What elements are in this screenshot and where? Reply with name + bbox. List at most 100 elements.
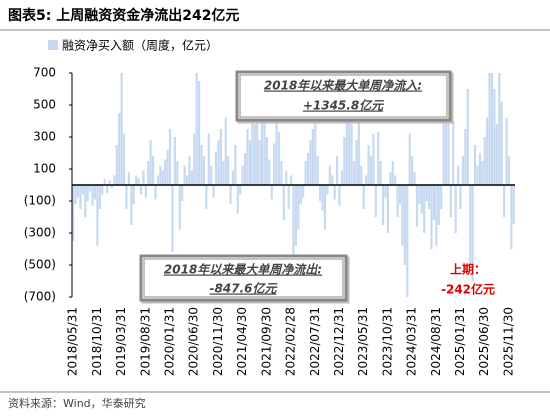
bar bbox=[161, 170, 164, 185]
x-tick-label: 2025/06/30 bbox=[477, 307, 491, 376]
bar bbox=[103, 178, 106, 185]
bar bbox=[403, 185, 406, 265]
bar bbox=[512, 185, 515, 224]
x-tick-label: 2023/10/31 bbox=[380, 307, 394, 376]
bar bbox=[427, 185, 431, 209]
bar bbox=[401, 185, 404, 246]
bar bbox=[159, 165, 162, 185]
bar bbox=[365, 175, 368, 185]
annotation-box-inner bbox=[239, 74, 448, 118]
bar bbox=[243, 153, 247, 185]
bar bbox=[360, 165, 363, 185]
bar bbox=[93, 185, 97, 200]
bar bbox=[483, 137, 486, 185]
bar bbox=[152, 156, 155, 185]
bar bbox=[328, 165, 331, 185]
bar bbox=[98, 185, 101, 209]
bar bbox=[265, 137, 268, 185]
bar bbox=[471, 185, 474, 281]
bar bbox=[331, 175, 334, 185]
bar bbox=[234, 145, 237, 185]
bar bbox=[444, 73, 448, 185]
x-tick-label: 2024/08/31 bbox=[429, 307, 443, 376]
bar bbox=[181, 185, 184, 201]
bar bbox=[408, 133, 411, 185]
x-tick-label: 2025/01/31 bbox=[453, 307, 467, 376]
x-tick-label: 2019/08/31 bbox=[138, 307, 152, 376]
bar bbox=[113, 175, 116, 185]
legend-label: 融资净买入额（周度，亿元） bbox=[62, 38, 218, 53]
bar bbox=[369, 156, 373, 185]
bar bbox=[168, 129, 172, 185]
bar bbox=[294, 185, 298, 246]
source: 资料来源：Wind，华泰研究 bbox=[8, 396, 146, 410]
bar bbox=[96, 185, 99, 246]
bar bbox=[340, 170, 344, 185]
bar bbox=[486, 117, 489, 185]
bar bbox=[91, 185, 94, 206]
bar bbox=[466, 89, 469, 185]
x-tick-label: 2024/03/31 bbox=[405, 307, 419, 376]
bar bbox=[147, 161, 150, 185]
bar bbox=[493, 89, 496, 185]
bar bbox=[239, 185, 242, 195]
annotation: 2018年以来最大单周净流出: bbox=[164, 263, 322, 277]
bar bbox=[222, 161, 225, 185]
bar bbox=[469, 185, 472, 265]
bar bbox=[343, 137, 346, 185]
bar bbox=[406, 185, 409, 297]
y-tick-label: (500) bbox=[24, 258, 56, 272]
bar bbox=[84, 185, 87, 217]
bar bbox=[423, 185, 426, 233]
bar bbox=[442, 73, 445, 186]
bar bbox=[457, 165, 460, 185]
bar bbox=[384, 185, 387, 198]
bar bbox=[72, 185, 75, 241]
bar bbox=[106, 185, 109, 193]
bar bbox=[437, 185, 440, 225]
bar bbox=[277, 132, 281, 185]
bar bbox=[498, 73, 501, 185]
bar bbox=[394, 175, 397, 185]
x-tick-label: 2018/05/31 bbox=[66, 307, 80, 376]
y-tick-label: (100) bbox=[24, 194, 56, 208]
x-tick-label: 2022/12/31 bbox=[332, 307, 346, 376]
bar bbox=[207, 133, 210, 185]
bar bbox=[132, 185, 135, 205]
bar bbox=[127, 172, 130, 185]
bar bbox=[154, 185, 157, 200]
y-tick-label: 100 bbox=[33, 162, 56, 176]
bar bbox=[137, 178, 140, 185]
bar bbox=[309, 140, 312, 185]
bar bbox=[144, 185, 147, 198]
bar bbox=[282, 185, 285, 221]
bar bbox=[377, 132, 380, 185]
x-tick-label: 2020/11/30 bbox=[211, 307, 225, 376]
bar bbox=[164, 159, 167, 185]
y-tick-label: (300) bbox=[24, 226, 56, 240]
bar bbox=[374, 185, 377, 217]
bar bbox=[273, 143, 276, 185]
bar bbox=[258, 140, 261, 185]
x-tick-label: 2020/06/30 bbox=[187, 307, 201, 376]
bar bbox=[411, 156, 414, 185]
bar bbox=[323, 185, 327, 230]
bar bbox=[435, 185, 438, 246]
bar bbox=[74, 185, 77, 205]
bar bbox=[190, 170, 193, 185]
bar bbox=[488, 73, 491, 185]
chart-title: 图表5: 上周融资资金净流出242亿元 bbox=[8, 7, 239, 24]
bar bbox=[304, 161, 307, 185]
x-tick-label: 2021/09/30 bbox=[259, 307, 273, 376]
bar bbox=[454, 185, 457, 233]
y-tick-label: 700 bbox=[33, 66, 56, 80]
bar bbox=[198, 81, 201, 185]
bar bbox=[275, 117, 278, 185]
bar bbox=[510, 185, 513, 249]
bar bbox=[355, 140, 358, 185]
bar bbox=[473, 145, 477, 185]
bar bbox=[217, 140, 220, 185]
bar bbox=[449, 185, 452, 217]
bar bbox=[459, 185, 462, 209]
